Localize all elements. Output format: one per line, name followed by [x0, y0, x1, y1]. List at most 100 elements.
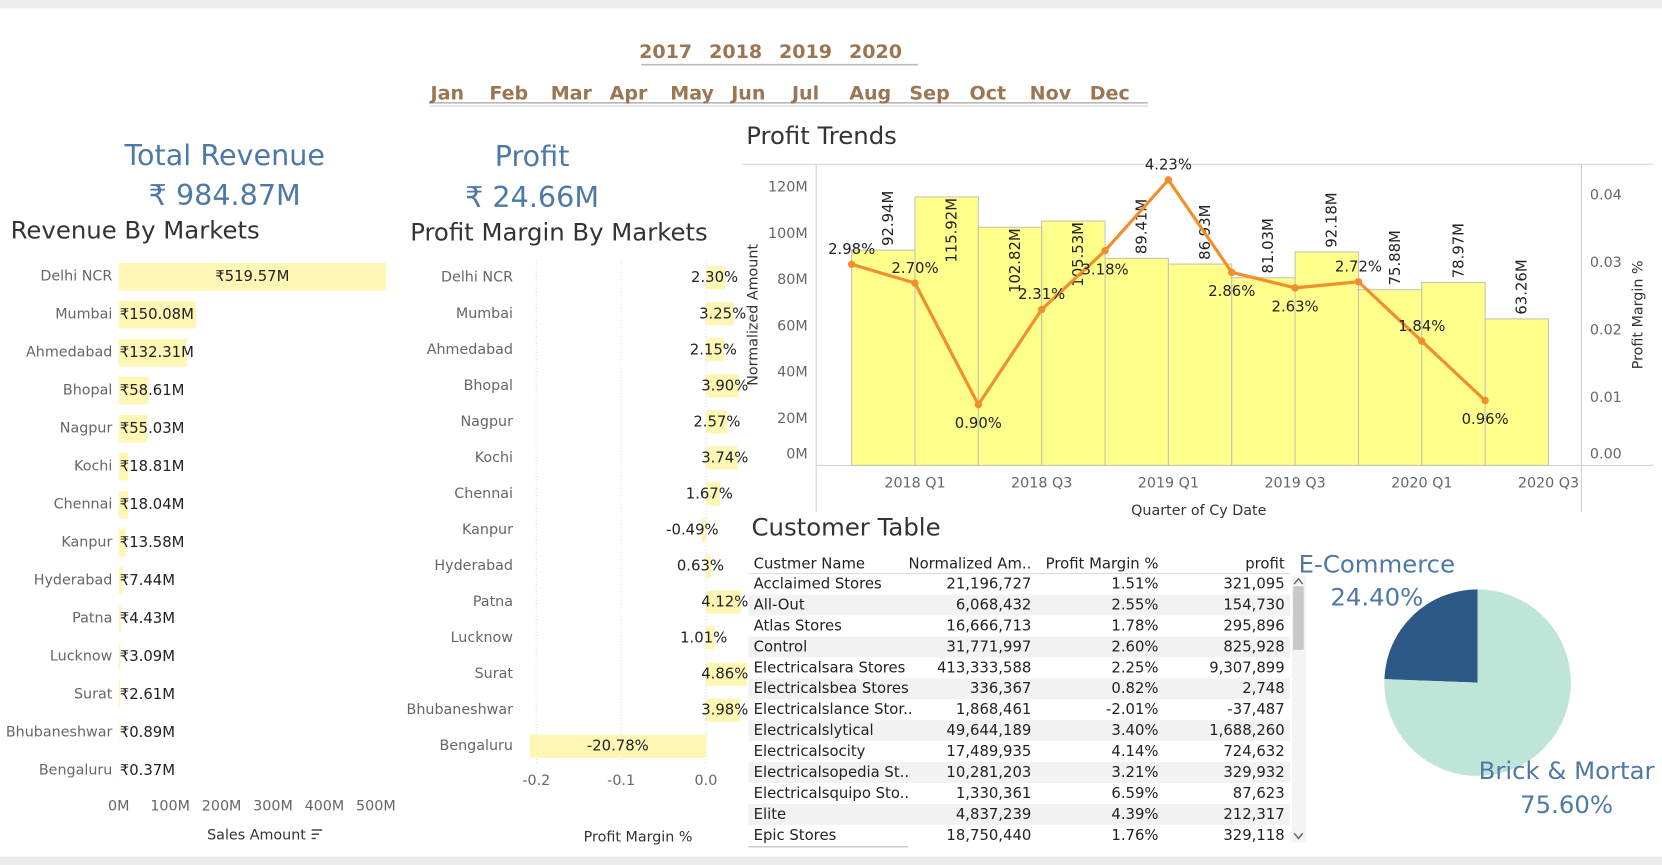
bar: [914, 196, 979, 466]
table-cell: 4.14%: [1111, 743, 1158, 760]
x-tick-label: 2019 Q1: [1138, 475, 1199, 491]
y2-tick-label: 0.02: [1590, 322, 1622, 338]
x-tick-label: -0.1: [607, 773, 635, 789]
table-cell: 413,333,588: [937, 659, 1031, 676]
row-band: [748, 678, 1290, 700]
value-label: ₹3.09M: [120, 648, 175, 665]
x-tick-label: 400M: [305, 799, 345, 815]
year-filter[interactable]: 2020: [849, 41, 902, 63]
bar: [701, 518, 706, 542]
table-cell: 1.76%: [1111, 827, 1158, 844]
month-filter[interactable]: Jan: [429, 82, 465, 104]
value-label: 1.01%: [680, 630, 727, 647]
table-cell: 31,771,997: [946, 638, 1031, 655]
category-label: Nagpur: [60, 421, 113, 437]
line-point: [1481, 396, 1489, 405]
month-filter[interactable]: Nov: [1030, 82, 1072, 104]
y2-tick-label: 0.00: [1590, 447, 1622, 463]
bar: [118, 528, 126, 557]
table-cell: 3.40%: [1111, 722, 1158, 739]
table-cell: 9,307,899: [1209, 659, 1284, 676]
column-header: Profit Margin %: [1046, 555, 1159, 572]
category-label: Kanpur: [61, 535, 112, 551]
row-band: [748, 803, 1290, 825]
line-point: [1164, 176, 1173, 184]
y-tick-label: 40M: [777, 365, 808, 381]
x-axis-title: Profit Margin %: [584, 829, 693, 845]
table-cell: Epic Stores: [754, 827, 837, 844]
kpi-value: ₹ 984.87M: [149, 178, 301, 212]
pie-category-label: E-Commerce: [1299, 549, 1455, 578]
bar: [705, 626, 715, 650]
value-label: ₹18.81M: [120, 458, 185, 475]
row-band: [748, 594, 1290, 616]
category-label: Hyderabad: [34, 573, 113, 589]
line-value-label: 2.31%: [1018, 286, 1065, 303]
scroll-up[interactable]: [1293, 577, 1304, 585]
month-filter[interactable]: Oct: [970, 82, 1007, 104]
table-cell: 329,932: [1223, 764, 1284, 781]
category-label: Bhopal: [63, 383, 112, 399]
table-cell: 1,868,461: [956, 701, 1031, 718]
bar: [118, 604, 121, 633]
year-filter[interactable]: 2019: [779, 41, 832, 63]
sort-icon[interactable]: [311, 829, 323, 840]
bar: [705, 302, 734, 326]
bar: [529, 734, 706, 758]
category-label: Delhi NCR: [441, 270, 513, 286]
month-filter[interactable]: Dec: [1090, 82, 1130, 104]
scroll-down[interactable]: [1293, 832, 1304, 840]
table-cell: 1,688,260: [1209, 722, 1284, 739]
table-cell: Electricalslance Stor..: [754, 701, 913, 718]
bar-value-label: 102.82M: [1007, 228, 1024, 293]
table-cell: Atlas Stores: [754, 617, 842, 634]
table-cell: 329,118: [1223, 827, 1284, 844]
line-value-label: 0.90%: [955, 415, 1002, 432]
bottom-strip: [0, 856, 1662, 865]
bar-value-label: 115.92M: [943, 198, 960, 263]
month-filter[interactable]: Apr: [610, 82, 648, 104]
bar: [118, 376, 149, 405]
bar-value-label: 92.18M: [1324, 192, 1341, 247]
line-point: [911, 279, 919, 287]
table-cell: Control: [754, 638, 808, 655]
table-cell: 10,281,203: [946, 764, 1031, 781]
x-tick-label: 0.0: [695, 773, 718, 789]
month-filter[interactable]: Jun: [729, 82, 765, 104]
y-tick-label: 120M: [768, 179, 808, 195]
month-filter[interactable]: Aug: [849, 82, 891, 104]
month-filter[interactable]: Sep: [909, 82, 949, 104]
table-cell: 1,330,361: [956, 785, 1031, 802]
bar-value-label: 75.88M: [1387, 230, 1404, 285]
table-cell: Elite: [754, 806, 787, 823]
bar: [705, 662, 748, 686]
x-tick-label: 2019 Q3: [1264, 475, 1325, 491]
month-filter[interactable]: Feb: [489, 82, 528, 104]
category-label: Bhubaneshwar: [407, 702, 514, 718]
table-cell: 21,196,727: [946, 576, 1031, 593]
line-value-label: 4.23%: [1145, 157, 1192, 174]
bar: [705, 338, 725, 362]
value-label: ₹4.43M: [120, 610, 175, 627]
category-label: Surat: [74, 687, 113, 703]
chart-title: Revenue By Markets: [11, 216, 260, 245]
year-filter[interactable]: 2018: [709, 41, 762, 63]
bar: [705, 266, 726, 290]
value-label: 4.12%: [701, 594, 748, 611]
month-filter[interactable]: Jul: [790, 82, 819, 104]
month-filter[interactable]: Mar: [551, 82, 593, 104]
y2-tick-label: 0.04: [1590, 187, 1622, 203]
line-value-label: 2.98%: [828, 241, 875, 258]
value-label: ₹18.04M: [120, 496, 185, 513]
line-point: [1037, 305, 1046, 314]
kpi-title: Profit: [495, 139, 570, 173]
x-tick-label: 300M: [253, 799, 293, 815]
category-label: Ahmedabad: [427, 342, 513, 358]
scrollbar-thumb[interactable]: [1293, 586, 1304, 650]
line-point: [1418, 337, 1426, 345]
x-tick-label: 0M: [108, 799, 129, 815]
month-filter[interactable]: May: [670, 82, 714, 104]
bar: [1421, 281, 1486, 466]
year-filter[interactable]: 2017: [639, 41, 692, 63]
